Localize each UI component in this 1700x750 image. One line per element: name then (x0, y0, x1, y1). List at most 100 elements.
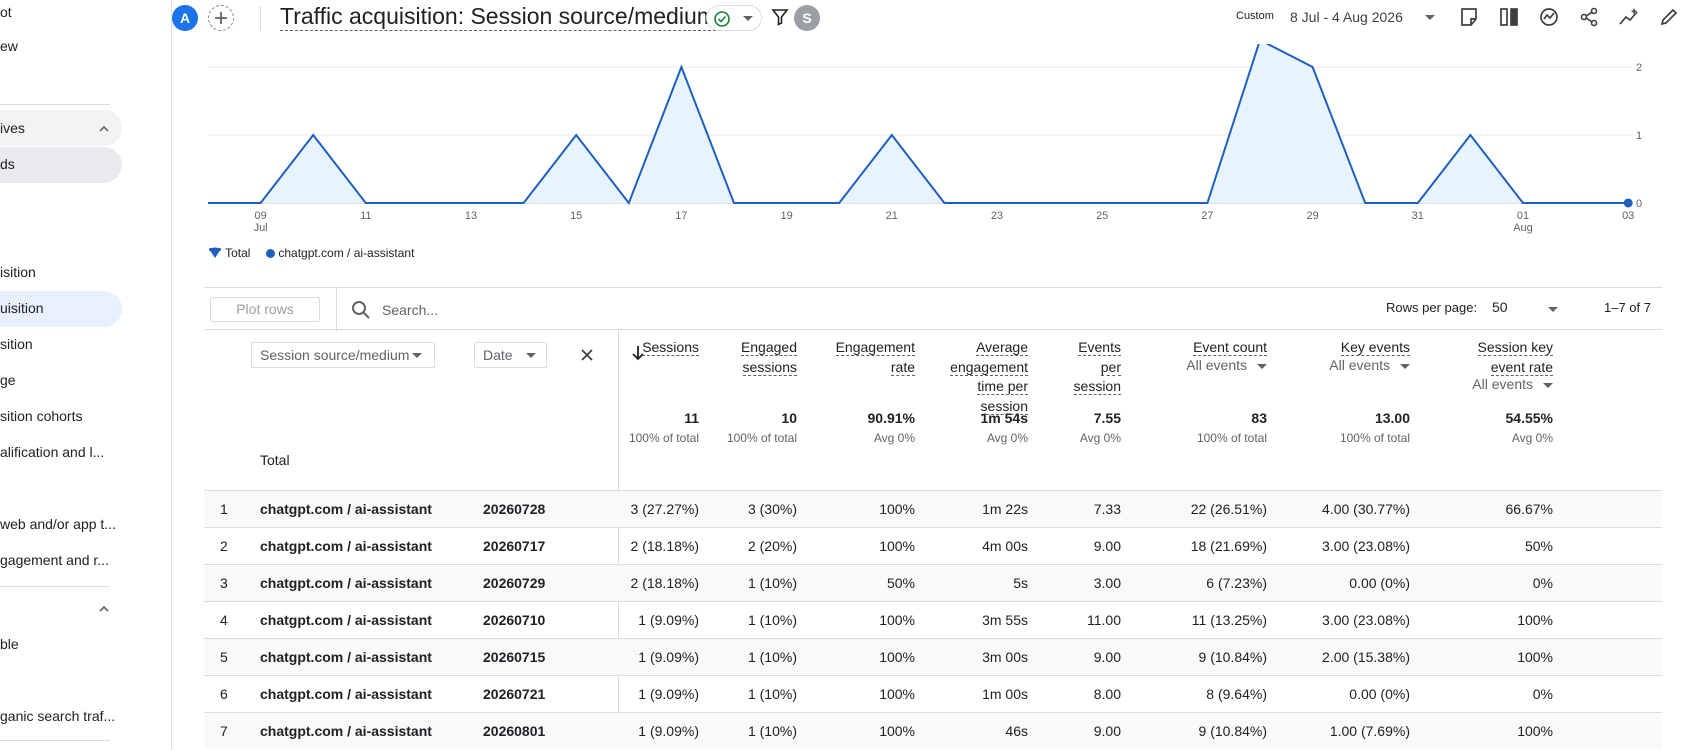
x-tick-month-label: Aug (1513, 222, 1533, 234)
cell-metric: 4.00 (30.77%) (1322, 501, 1410, 517)
column-header-line: sessions (741, 358, 797, 378)
column-header[interactable]: Events per session (1073, 324, 1121, 397)
column-header[interactable]: Sessions (642, 324, 699, 358)
column-header-line: Sessions (642, 338, 699, 358)
comparison-avatar-a[interactable]: A (172, 5, 198, 31)
total-value: 1m 54s (980, 410, 1028, 426)
compare-columns-icon[interactable] (1498, 6, 1520, 28)
column-header-text: Session key (1477, 339, 1553, 356)
dimension-select-source-medium[interactable]: Session source/medium (251, 342, 435, 368)
cell-metric: 3.00 (1093, 575, 1121, 591)
report-status-button[interactable] (706, 5, 762, 31)
cell-metric: 100% (1517, 612, 1553, 628)
dimension-select-date[interactable]: Date (474, 342, 547, 368)
add-comparison-button[interactable] (208, 5, 234, 31)
remove-dimension-close-icon[interactable] (580, 348, 594, 362)
sidebar-item[interactable]: ganic search traf... (0, 708, 116, 724)
legend-total[interactable]: Total (208, 246, 250, 260)
cell-metric: 11 (13.25%) (1191, 612, 1267, 628)
event-filter-select[interactable]: All events (1186, 357, 1267, 373)
table-row[interactable]: 5 chatgpt.com / ai-assistant 20260715 1 (9.… (204, 638, 1662, 675)
plot-rows-button[interactable]: Plot rows (210, 297, 320, 322)
sort-descending-arrow-icon[interactable] (630, 344, 646, 362)
sidebar-item[interactable]: ge (0, 372, 16, 388)
column-header[interactable]: Average engagement time per session (950, 324, 1028, 416)
sidebar-item[interactable]: uisition (0, 300, 44, 316)
insights-icon[interactable] (1538, 6, 1560, 28)
column-header-text: Key events (1340, 339, 1410, 356)
sidebar-item[interactable]: ew (0, 38, 18, 54)
chevron-up-icon[interactable] (99, 604, 109, 614)
cell-metric: 50% (886, 575, 915, 591)
legend-series-dot-icon (266, 249, 275, 258)
customize-report-icon[interactable] (1458, 6, 1480, 28)
sidebar-item[interactable]: sition (0, 336, 33, 352)
column-header[interactable]: Engaged sessions (740, 324, 797, 378)
column-header-line: engagement (950, 358, 1028, 378)
table-row[interactable]: 2 chatgpt.com / ai-assistant 20260717 2 (18… (204, 527, 1662, 564)
column-header-text: event rate (1490, 358, 1553, 376)
user-avatar-s[interactable]: S (794, 5, 820, 31)
table-row[interactable]: 7 chatgpt.com / ai-assistant 20260801 1 (9.… (204, 712, 1662, 749)
sidebar-item[interactable]: ds (0, 156, 15, 172)
cell-metric: 2 (18.18%) (630, 538, 699, 554)
sidebar-item[interactable]: ble (0, 636, 19, 652)
date-range-caret-icon[interactable] (1425, 15, 1435, 20)
cell-metric: 3 (30%) (747, 501, 797, 517)
total-subtext: 100% of total (1339, 431, 1410, 445)
sidebar-item[interactable]: alification and l... (0, 444, 105, 460)
event-filter-select[interactable]: All events (1329, 357, 1410, 373)
cell-metric: 1 (10%) (747, 723, 797, 739)
table-row[interactable]: 3 chatgpt.com / ai-assistant 20260729 2 (18… (204, 564, 1662, 601)
column-header[interactable]: Key events (1340, 324, 1410, 358)
legend-series[interactable]: chatgpt.com / ai-assistant (266, 246, 414, 260)
column-header[interactable]: Event count (1193, 324, 1267, 358)
cell-metric: 100% (1517, 649, 1553, 665)
total-value: 54.55% (1505, 410, 1553, 426)
table-search-input[interactable] (382, 298, 682, 322)
total-value: 7.55 (1093, 410, 1121, 426)
sidebar-item[interactable]: ives (0, 120, 25, 136)
table-row[interactable]: 1 chatgpt.com / ai-assistant 20260728 3 (27… (204, 490, 1662, 527)
table-row[interactable]: 4 chatgpt.com / ai-assistant 20260710 1 (9.… (204, 601, 1662, 638)
sidebar-item[interactable]: ot (0, 4, 12, 20)
caret-down-icon (1543, 383, 1553, 388)
sidebar-item[interactable]: gagement and r... (0, 552, 109, 568)
table-toolbar: Plot rows Rows per page: 50 1–7 of 7 (204, 287, 1662, 331)
column-header-line: Session key (1477, 338, 1553, 358)
cell-metric: 100% (1517, 723, 1553, 739)
sparkle-trend-icon[interactable] (1618, 6, 1640, 28)
total-subtext: Avg 0% (873, 431, 915, 445)
chevron-up-icon[interactable] (99, 124, 109, 134)
pagination-status: 1–7 of 7 (1604, 300, 1651, 315)
cell-source-medium: chatgpt.com / ai-assistant (260, 649, 432, 665)
cell-metric: 18 (21.69%) (1190, 538, 1267, 554)
table-row[interactable]: 6 chatgpt.com / ai-assistant 20260721 1 (9.… (204, 675, 1662, 712)
column-header[interactable]: Engagement rate (835, 324, 915, 377)
rows-per-page-label: Rows per page: (1386, 300, 1478, 315)
edit-pencil-icon[interactable] (1658, 6, 1680, 28)
rows-per-page-select[interactable]: 50 (1492, 296, 1568, 322)
cell-metric: 1m 00s (982, 686, 1028, 702)
sidebar-item[interactable]: isition (0, 264, 36, 280)
series-area (208, 44, 1629, 203)
cell-metric: 9.00 (1093, 649, 1121, 665)
cell-metric: 100% (879, 538, 915, 554)
column-header-text: session (1073, 378, 1121, 395)
row-number: 3 (220, 575, 228, 591)
total-row-label: Total (260, 452, 290, 468)
share-icon[interactable] (1578, 6, 1600, 28)
x-tick-label: 25 (1096, 210, 1108, 222)
sidebar-item[interactable]: sition cohorts (0, 408, 83, 424)
x-tick-label: 19 (780, 210, 792, 222)
column-header[interactable]: Session key event rate (1477, 324, 1553, 377)
event-filter-select[interactable]: All events (1472, 376, 1553, 392)
nav-divider (0, 104, 110, 105)
total-value: 83 (1251, 410, 1267, 426)
sidebar-item[interactable]: web and/or app t... (0, 516, 116, 532)
filter-icon[interactable] (770, 7, 790, 27)
cell-metric: 1 (9.09%) (638, 686, 699, 702)
date-range-picker[interactable]: 8 Jul - 4 Aug 2026 (1290, 9, 1403, 25)
column-header-line: Average (950, 338, 1028, 358)
